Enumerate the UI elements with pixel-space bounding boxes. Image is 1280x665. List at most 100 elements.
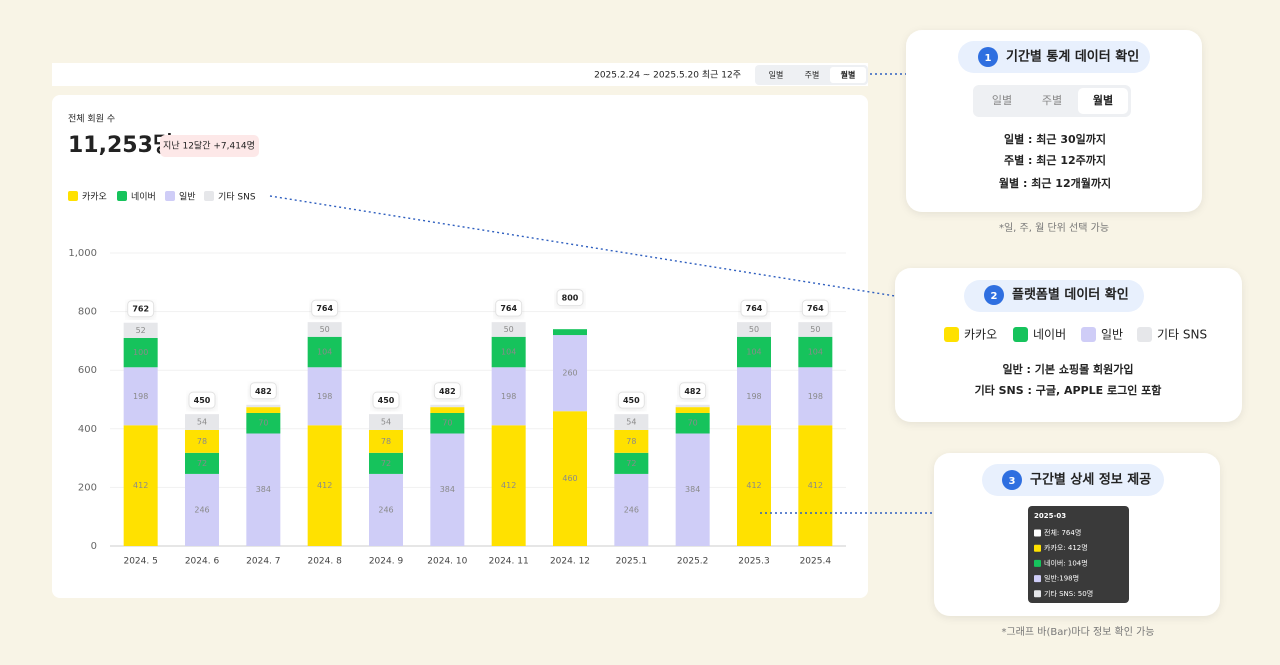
segment-label: 246 [194, 505, 209, 514]
bar-segment [491, 336, 526, 368]
tooltip-title: 2025-03 [1034, 512, 1066, 520]
tooltip [1028, 506, 1129, 603]
tab[interactable]: 월별 [841, 70, 856, 80]
badge-text: 지난 12달간 +7,414명 [163, 140, 255, 152]
bar-segment [675, 412, 710, 434]
legend-label: 카카오 [82, 192, 107, 203]
segment-label: 198 [501, 392, 516, 401]
segment-label: 198 [317, 392, 332, 401]
segment-label: 412 [808, 481, 823, 490]
tab[interactable]: 일별 [992, 93, 1012, 107]
tooltip-item: 카카오: 412명 [1044, 543, 1088, 552]
total-label: 764 [500, 304, 517, 313]
segment-label: 104 [808, 348, 823, 357]
note: *그래프 바(Bar)마다 정보 확인 가능 [1001, 626, 1154, 638]
bar-segment [185, 473, 219, 546]
total-box [556, 289, 584, 307]
bar-segment [307, 425, 342, 546]
segment-label: 50 [749, 325, 759, 334]
tooltip-swatch [1034, 559, 1041, 567]
legend-swatch [944, 327, 959, 342]
total-box [740, 299, 768, 317]
step-number: 3 [1009, 476, 1016, 487]
segment-label: 72 [626, 459, 636, 468]
bar-segment [430, 412, 465, 434]
tab[interactable]: 주별 [805, 70, 820, 80]
segment-label: 260 [562, 369, 577, 378]
bar-segment [430, 404, 465, 408]
x-tick-label: 2024. 11 [489, 557, 529, 567]
bar-segment [185, 452, 219, 474]
x-tick-label: 2024. 9 [369, 557, 404, 567]
legend-label: 기타 SNS [1157, 328, 1207, 342]
segment-label: 198 [133, 392, 148, 401]
callout-pill [982, 464, 1164, 496]
callout-line: 주별 : 최근 12주까지 [1004, 153, 1106, 167]
bar-segment [553, 411, 587, 546]
segment-label: 384 [256, 485, 271, 494]
legend-swatch [165, 191, 175, 201]
legend-label: 네이버 [1033, 328, 1066, 342]
segment-label: 104 [746, 348, 761, 357]
legend-swatch [1081, 327, 1096, 342]
segment-label: 70 [442, 419, 452, 428]
total-label: 482 [255, 387, 272, 396]
bar-segment [553, 329, 587, 336]
bar-segment [491, 425, 526, 546]
total-label: 764 [807, 304, 824, 313]
total-box [433, 382, 461, 400]
segment-label: 412 [317, 481, 332, 490]
x-tick-label: 2024. 10 [427, 557, 467, 567]
segment-label: 52 [136, 326, 146, 335]
bar-segment [614, 429, 649, 453]
tooltip-item: 기타 SNS: 50명 [1044, 589, 1093, 598]
segment-label: 50 [810, 325, 820, 334]
bar-segment [123, 367, 158, 426]
total-box [372, 391, 400, 409]
segment-label: 412 [133, 481, 148, 490]
bar-segment [798, 322, 833, 337]
legend-label: 기타 SNS [218, 192, 256, 203]
total-label: 450 [378, 396, 395, 405]
segment-label: 384 [685, 485, 700, 494]
y-tick-label: 0 [91, 541, 97, 552]
total-label: 450 [623, 396, 640, 405]
tab[interactable]: 월별 [1093, 93, 1113, 107]
bar-segment [246, 404, 281, 408]
segment-label: 70 [688, 419, 698, 428]
segment-label: 384 [440, 485, 455, 494]
bar-segment [798, 367, 833, 426]
y-tick-label: 800 [78, 307, 97, 318]
x-tick-label: 2024. 7 [246, 557, 280, 567]
segment-label: 246 [378, 505, 393, 514]
total-box [311, 299, 339, 317]
callout-title: 기간별 통계 데이터 확인 [1006, 49, 1139, 65]
callout-title: 플랫폼별 데이터 확인 [1012, 287, 1129, 303]
x-tick-label: 2024. 8 [307, 557, 342, 567]
step-badge [984, 285, 1004, 305]
bar-segment [553, 335, 587, 412]
total-box [679, 382, 707, 400]
tooltip-swatch [1034, 590, 1041, 598]
tab[interactable]: 주별 [1042, 94, 1062, 107]
tab-selected [830, 67, 866, 83]
bar-segment [491, 322, 526, 337]
bar-segment [307, 367, 342, 426]
callout-pill [964, 280, 1144, 312]
callout-line: 일반 : 기본 쇼핑몰 회원가입 [1002, 362, 1133, 376]
segment-label: 78 [626, 437, 636, 446]
bar-segment [614, 473, 649, 546]
segment-label: 246 [624, 505, 639, 514]
tab[interactable]: 일별 [769, 70, 784, 80]
tooltip-swatch [1034, 529, 1041, 537]
bar-segment [614, 414, 649, 430]
bar-segment [675, 404, 710, 408]
bar-segment [369, 452, 403, 474]
segment-label: 412 [501, 481, 516, 490]
callout [906, 30, 1202, 212]
total-label: 800 [562, 294, 579, 303]
date-range: 2025.2.24 ~ 2025.5.20 최근 12주 [594, 70, 741, 81]
segment-label: 54 [381, 418, 391, 427]
bar-segment [430, 433, 465, 546]
total-box [127, 300, 155, 318]
